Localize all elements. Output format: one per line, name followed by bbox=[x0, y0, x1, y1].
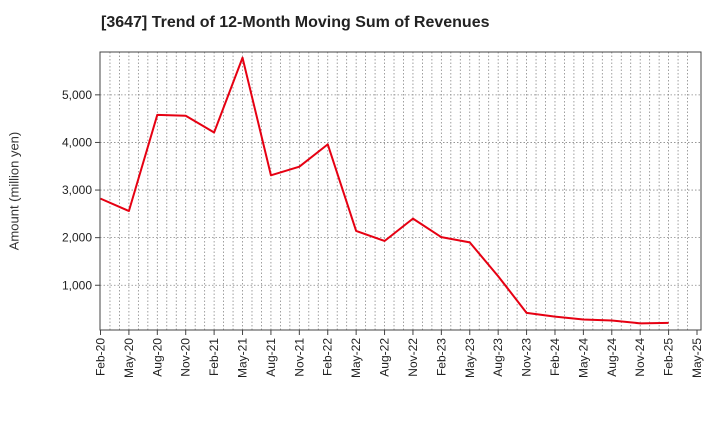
x-tick-label: May-22 bbox=[349, 338, 363, 378]
x-tick-label: May-23 bbox=[463, 338, 477, 378]
plot-area bbox=[100, 52, 701, 330]
x-tick-label: Feb-25 bbox=[662, 338, 676, 376]
y-axis: 1,000 2,000 3,000 4,000 5,000 bbox=[62, 88, 100, 292]
x-tick-label: Aug-20 bbox=[150, 338, 164, 377]
y-tick-label: 4,000 bbox=[62, 135, 92, 149]
x-tick-label: Nov-21 bbox=[292, 338, 306, 377]
x-tick-label: Aug-22 bbox=[378, 338, 392, 377]
x-tick-label: Feb-23 bbox=[434, 338, 448, 376]
x-tick-label: May-20 bbox=[122, 338, 136, 378]
x-tick-label: Nov-23 bbox=[520, 338, 534, 377]
x-tick-label: Feb-22 bbox=[321, 338, 335, 376]
x-tick-label: May-25 bbox=[690, 338, 704, 378]
x-tick-label: Nov-20 bbox=[179, 338, 193, 377]
x-tick-label: Nov-24 bbox=[633, 338, 647, 377]
x-tick-label: Nov-22 bbox=[406, 338, 420, 377]
x-tick-label: Aug-23 bbox=[491, 338, 505, 377]
x-tick-label: Feb-20 bbox=[94, 338, 108, 376]
y-tick-label: 1,000 bbox=[62, 278, 92, 292]
x-tick-label: Feb-24 bbox=[548, 338, 562, 376]
x-tick-label: Feb-21 bbox=[207, 338, 221, 376]
x-tick-label: Aug-21 bbox=[264, 338, 278, 377]
series-line bbox=[100, 56, 669, 325]
y-tick-label: 3,000 bbox=[62, 183, 92, 197]
chart-title: [3647] Trend of 12-Month Moving Sum of R… bbox=[101, 14, 490, 31]
y-tick-label: 5,000 bbox=[62, 88, 92, 102]
plot-frame bbox=[99, 51, 702, 331]
x-tick-label: May-21 bbox=[236, 338, 250, 378]
y-tick-label: 2,000 bbox=[62, 231, 92, 245]
x-tick-label: Aug-24 bbox=[605, 338, 619, 377]
x-axis: Feb-20 May-20 Aug-20 Nov-20 Feb-21 May-21 Aug-… bbox=[94, 330, 704, 378]
series-group bbox=[100, 56, 669, 325]
grid bbox=[100, 52, 701, 330]
x-tick-label: May-24 bbox=[576, 338, 590, 378]
